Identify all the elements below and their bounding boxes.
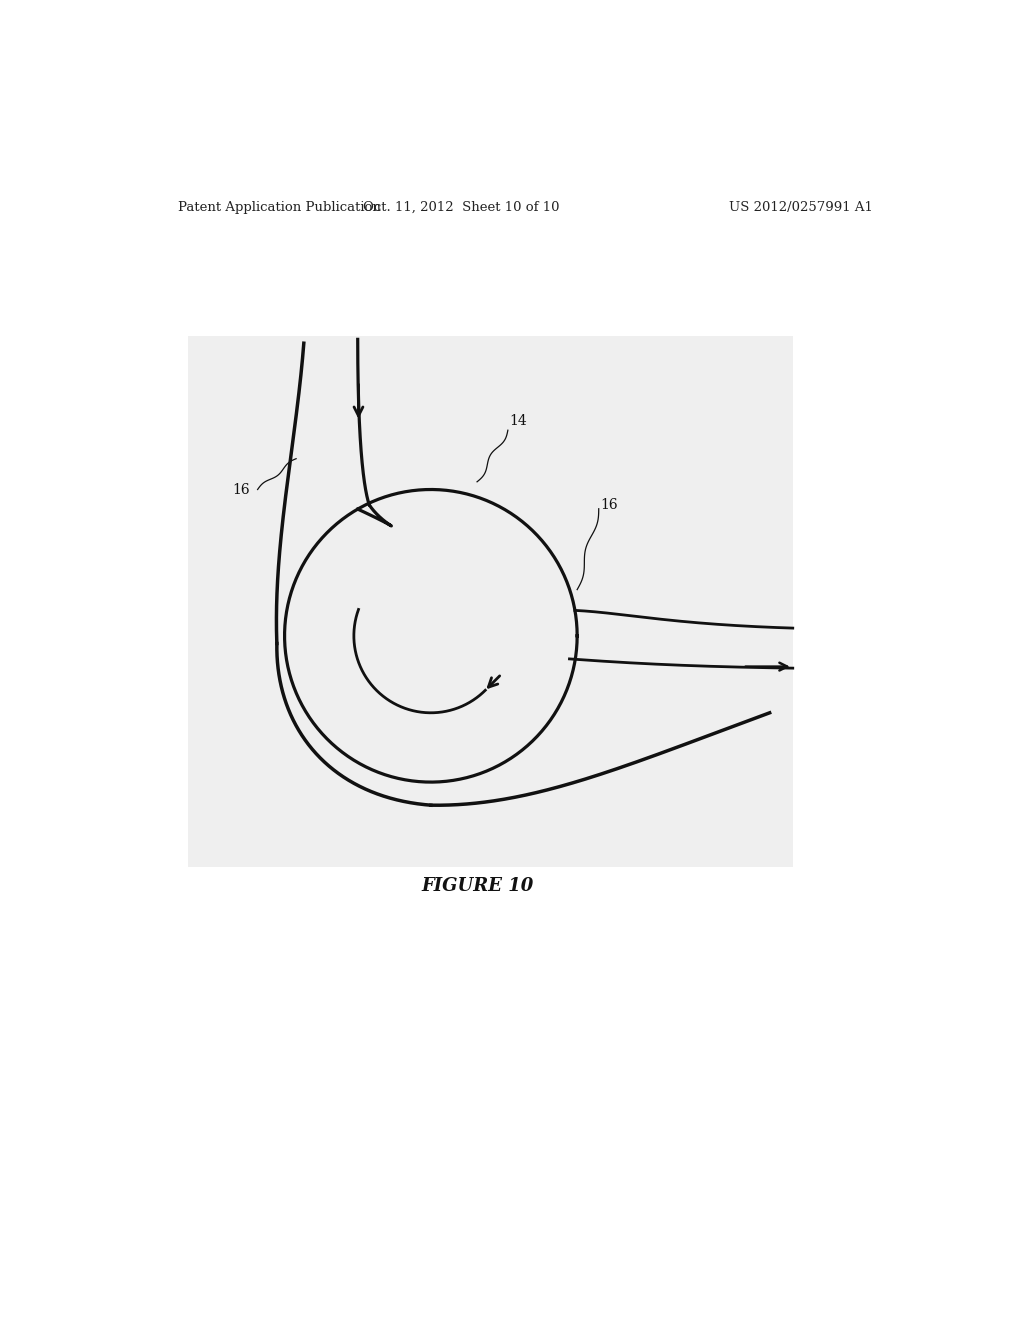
- Text: 16: 16: [232, 483, 250, 496]
- Text: US 2012/0257991 A1: US 2012/0257991 A1: [728, 201, 872, 214]
- Text: FIGURE 10: FIGURE 10: [421, 876, 534, 895]
- Text: Patent Application Publication: Patent Application Publication: [178, 201, 381, 214]
- Text: 14: 14: [509, 414, 527, 428]
- Text: Oct. 11, 2012  Sheet 10 of 10: Oct. 11, 2012 Sheet 10 of 10: [364, 201, 560, 214]
- Text: 16: 16: [600, 498, 617, 512]
- Bar: [188, 335, 793, 867]
